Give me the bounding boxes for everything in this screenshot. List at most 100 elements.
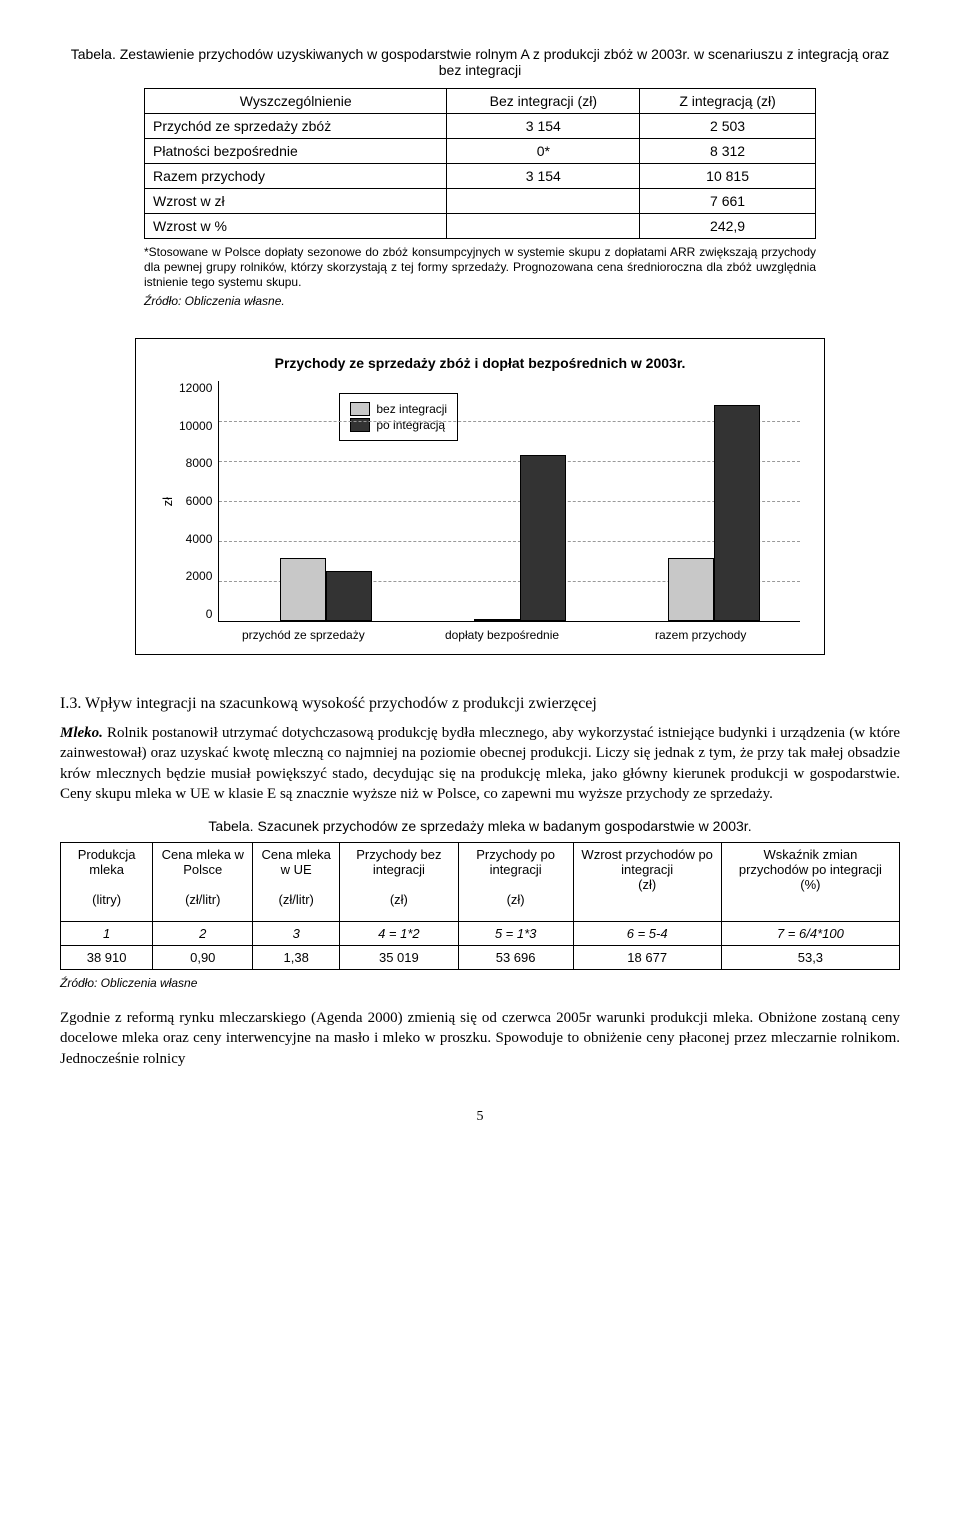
table2: Produkcja mleka (litry) Cena mleka w Pol…: [60, 842, 900, 970]
t2-f5: 6 = 5-4: [573, 922, 721, 946]
section-paragraph: Mleko. Rolnik postanowił utrzymać dotych…: [60, 723, 900, 804]
t2-h4-unit: (zł): [507, 892, 525, 907]
bar: [474, 619, 520, 621]
bar: [520, 455, 566, 621]
t2-h3: Przychody bez integracji (zł): [340, 843, 459, 922]
t2-d3: 35 019: [340, 946, 459, 970]
t2-f3: 4 = 1*2: [340, 922, 459, 946]
t1-h0: Wyszczególnienie: [145, 89, 447, 114]
bar: [668, 558, 714, 621]
table1-source: Źródło: Obliczenia własne.: [144, 294, 816, 308]
ytick: 10000: [179, 419, 212, 433]
t2-h1: Cena mleka w Polsce (zł/litr): [153, 843, 253, 922]
table1-footnote: *Stosowane w Polsce dopłaty sezonowe do …: [144, 245, 816, 290]
table2-caption: Tabela. Szacunek przychodów ze sprzedaży…: [60, 818, 900, 834]
t2-d6: 53,3: [721, 946, 899, 970]
table-row: Przychód ze sprzedaży zbóż 3 154 2 503: [145, 114, 816, 139]
t1-h2: Z integracją (zł): [640, 89, 816, 114]
table1: Wyszczególnienie Bez integracji (zł) Z i…: [144, 88, 816, 239]
t2-h0-unit: (litry): [92, 892, 121, 907]
t2-data-row: 38 910 0,90 1,38 35 019 53 696 18 677 53…: [61, 946, 900, 970]
t2-h3-unit: (zł): [390, 892, 408, 907]
t2-h6-unit: (%): [800, 877, 820, 892]
closing-paragraph: Zgodnie z reformą rynku mleczarskiego (A…: [60, 1008, 900, 1069]
t1-r4c1: [447, 214, 640, 239]
t2-f1: 2: [153, 922, 253, 946]
t2-h5: Wzrost przychodów po integracji (zł): [573, 843, 721, 922]
t1-r3c0: Wzrost w zł: [145, 189, 447, 214]
chart-y-ticks: 12000 10000 8000 6000 4000 2000 0: [179, 381, 218, 621]
table1-caption: Tabela. Zestawienie przychodów uzyskiwan…: [60, 46, 900, 78]
legend-label: bez integracji: [376, 402, 447, 416]
legend-item: bez integracji: [350, 402, 447, 416]
t2-f6: 7 = 6/4*100: [721, 922, 899, 946]
t1-r3c2: 7 661: [640, 189, 816, 214]
t2-d5: 18 677: [573, 946, 721, 970]
table-row: Wzrost w zł 7 661: [145, 189, 816, 214]
ytick: 4000: [179, 532, 212, 546]
legend-swatch: [350, 402, 370, 416]
t1-r3c1: [447, 189, 640, 214]
t2-h4: Przychody po integracji (zł): [458, 843, 573, 922]
bar-group: [266, 558, 386, 621]
chart-legend: bez integracji po integracją: [339, 393, 458, 441]
t2-h6-label: Wskaźnik zmian przychodów po integracji: [739, 847, 882, 877]
bar-group: [654, 405, 774, 621]
section-body-text: Rolnik postanowił utrzymać dotychczasową…: [60, 725, 900, 802]
table2-source: Źródło: Obliczenia własne: [60, 976, 900, 990]
t2-h0: Produkcja mleka (litry): [61, 843, 153, 922]
t2-f2: 3: [253, 922, 340, 946]
section-heading: I.3. Wpływ integracji na szacunkową wyso…: [60, 695, 900, 713]
t2-h4-label: Przychody po integracji: [476, 847, 555, 877]
bar: [280, 558, 326, 621]
t2-d4: 53 696: [458, 946, 573, 970]
t2-h0-label: Produkcja mleka: [78, 847, 136, 877]
t1-r4c0: Wzrost w %: [145, 214, 447, 239]
t1-r2c1: 3 154: [447, 164, 640, 189]
x-label: razem przychody: [601, 628, 800, 642]
ytick: 12000: [179, 381, 212, 395]
t2-h1-unit: (zł/litr): [185, 892, 220, 907]
t2-formula-row: 1 2 3 4 = 1*2 5 = 1*3 6 = 5-4 7 = 6/4*10…: [61, 922, 900, 946]
bar: [714, 405, 760, 621]
x-label: dopłaty bezpośrednie: [403, 628, 602, 642]
chart-x-labels: przychód ze sprzedaży dopłaty bezpośredn…: [204, 628, 800, 642]
t2-h1-label: Cena mleka w Polsce: [162, 847, 244, 877]
t1-r2c0: Razem przychody: [145, 164, 447, 189]
page-number: 5: [60, 1109, 900, 1125]
x-label: przychód ze sprzedaży: [204, 628, 403, 642]
t1-r0c2: 2 503: [640, 114, 816, 139]
ytick: 2000: [179, 569, 212, 583]
t2-header-row: Produkcja mleka (litry) Cena mleka w Pol…: [61, 843, 900, 922]
chart-title: Przychody ze sprzedaży zbóż i dopłat bez…: [160, 355, 800, 371]
section-lead: Mleko.: [60, 725, 103, 741]
t1-r0c1: 3 154: [447, 114, 640, 139]
chart-container: Przychody ze sprzedaży zbóż i dopłat bez…: [135, 338, 825, 655]
bar-group: [460, 455, 580, 621]
table-row: Wzrost w % 242,9: [145, 214, 816, 239]
chart-plot: bez integracji po integracją: [218, 381, 800, 622]
t2-h2-label: Cena mleka w UE: [262, 847, 331, 877]
ytick: 6000: [179, 494, 212, 508]
ytick: 8000: [179, 456, 212, 470]
t1-r2c2: 10 815: [640, 164, 816, 189]
ytick: 0: [179, 607, 212, 621]
t2-d1: 0,90: [153, 946, 253, 970]
t1-r0c0: Przychód ze sprzedaży zbóż: [145, 114, 447, 139]
t2-f4: 5 = 1*3: [458, 922, 573, 946]
t2-d0: 38 910: [61, 946, 153, 970]
t2-f0: 1: [61, 922, 153, 946]
table1-header-row: Wyszczególnienie Bez integracji (zł) Z i…: [145, 89, 816, 114]
chart-y-label: zł: [160, 497, 175, 506]
t2-h6: Wskaźnik zmian przychodów po integracji …: [721, 843, 899, 922]
bar: [326, 571, 372, 621]
t1-h1: Bez integracji (zł): [447, 89, 640, 114]
t2-d2: 1,38: [253, 946, 340, 970]
t1-r1c0: Płatności bezpośrednie: [145, 139, 447, 164]
t2-h5-unit: (zł): [638, 877, 656, 892]
table-row: Razem przychody 3 154 10 815: [145, 164, 816, 189]
t1-r1c1: 0*: [447, 139, 640, 164]
t1-r1c2: 8 312: [640, 139, 816, 164]
t2-h3-label: Przychody bez integracji: [356, 847, 441, 877]
t2-h2-unit: (zł/litr): [279, 892, 314, 907]
